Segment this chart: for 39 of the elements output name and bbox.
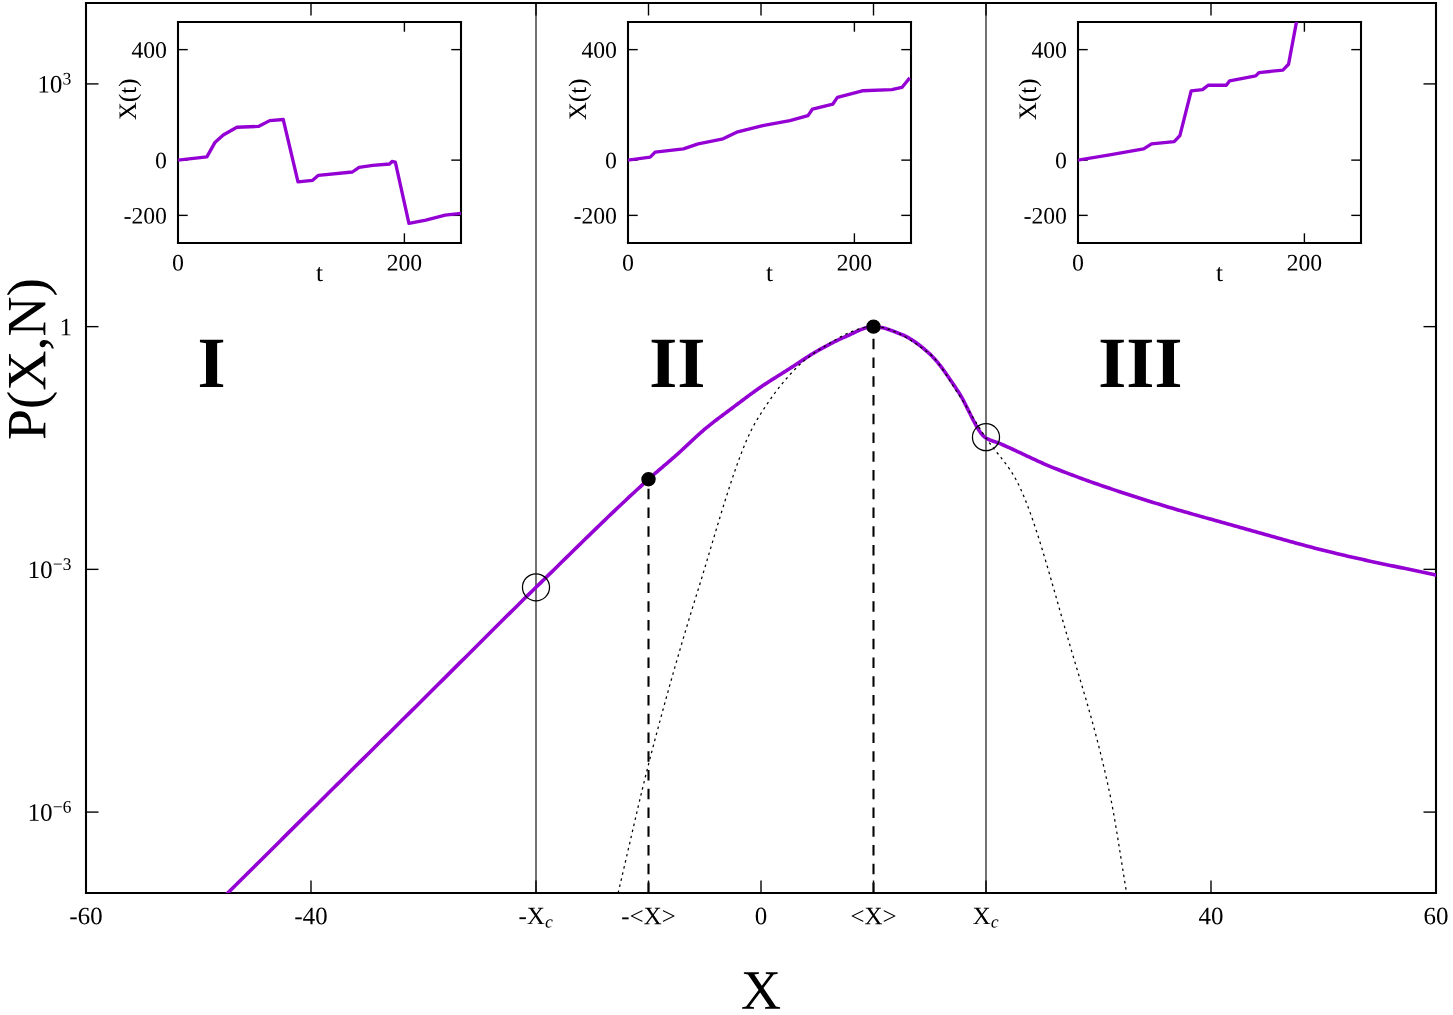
y-tick-label: 10$^{−3}$	[29, 558, 71, 579]
y-tick-label: -200	[1024, 207, 1066, 224]
y-tick-label: 10$^{3}$	[39, 72, 71, 93]
x-tick-label: 200	[387, 254, 422, 271]
x-tick-label: -X$_{c}$	[519, 907, 553, 928]
y-tick-label: 0	[155, 152, 166, 169]
x-axis-title: X	[742, 972, 781, 1009]
y-tick-label: 1	[61, 318, 71, 336]
x-axis-title: t	[316, 266, 323, 282]
x-tick-label: 40	[1198, 907, 1223, 925]
y-axis-title: X(t)	[568, 79, 592, 120]
x-tick-label: 0	[755, 907, 767, 925]
x-tick-label: -60	[70, 907, 102, 925]
y-tick-label: 0	[1055, 152, 1066, 169]
y-tick-label: 0	[605, 152, 616, 169]
y-tick-label: 10$^{−6}$	[29, 801, 71, 821]
x-tick-label: X$_{c}$	[973, 907, 999, 928]
x-tick-label: 200	[837, 254, 872, 271]
y-axis-title: P(X,N)	[6, 280, 58, 439]
x-tick-label: 0	[1073, 254, 1083, 271]
annotation: I	[199, 339, 224, 388]
y-tick-label: -200	[574, 207, 616, 224]
y-tick-label: 400	[131, 42, 166, 59]
x-tick-label: -40	[295, 907, 327, 925]
annotation: II	[651, 339, 703, 388]
x-axis-title: t	[1216, 266, 1223, 282]
x-tick-label: 0	[173, 254, 183, 271]
x-axis-title: t	[766, 266, 773, 282]
x-tick-label: -<X>	[622, 907, 675, 925]
x-tick-label: 60	[1424, 907, 1448, 925]
y-tick-label: -200	[124, 207, 166, 224]
y-axis-title: X(t)	[118, 79, 142, 120]
y-axis-title: X(t)	[1018, 79, 1042, 120]
y-tick-label: 400	[581, 42, 616, 59]
y-tick-label: 400	[1031, 42, 1066, 59]
x-tick-label: 200	[1287, 254, 1322, 271]
x-tick-label: <X>	[851, 907, 896, 925]
annotation: III	[1100, 339, 1181, 388]
x-tick-label: 0	[623, 254, 633, 271]
